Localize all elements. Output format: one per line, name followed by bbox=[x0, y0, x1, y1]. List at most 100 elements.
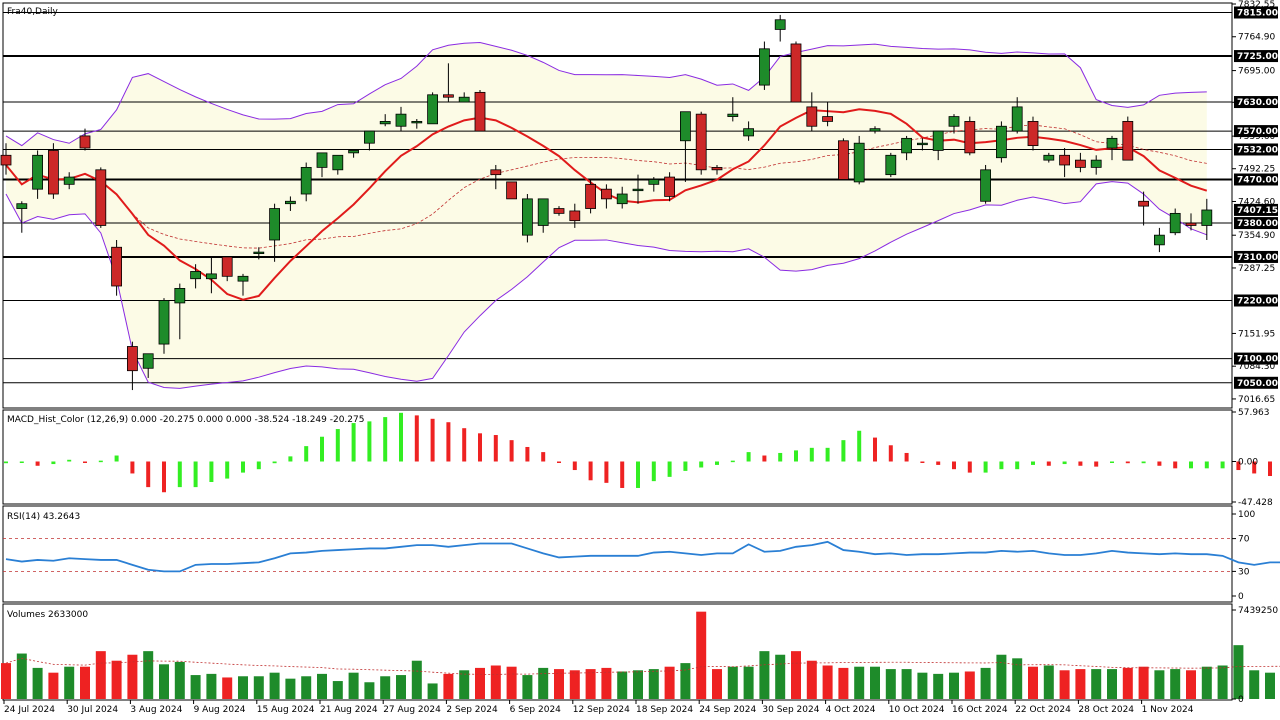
volume-bar bbox=[206, 673, 217, 699]
macd-bar bbox=[241, 461, 245, 473]
macd-bar bbox=[651, 461, 656, 482]
price-tick-label: 7084.30 bbox=[1238, 362, 1275, 372]
macd-bar bbox=[746, 452, 751, 462]
volume-bar bbox=[1265, 672, 1275, 699]
candle-body bbox=[190, 271, 202, 280]
price-tick-label: 7151.95 bbox=[1238, 329, 1275, 339]
volume-bar bbox=[95, 651, 106, 699]
candle bbox=[1043, 152, 1055, 163]
volume-bar bbox=[1138, 666, 1149, 699]
macd-bar bbox=[1125, 461, 1130, 464]
macd-bar bbox=[462, 428, 467, 462]
bollinger-fill bbox=[6, 42, 1207, 389]
macd-bar bbox=[999, 461, 1004, 470]
macd-bar bbox=[1094, 461, 1099, 467]
candle-body bbox=[79, 135, 91, 149]
macd-bar bbox=[509, 440, 514, 462]
volume-bar bbox=[901, 669, 912, 699]
rsi-tick-label: 70 bbox=[1238, 535, 1250, 545]
macd-bar bbox=[162, 461, 166, 493]
candle bbox=[0, 143, 12, 175]
rsi-tick-label: 30 bbox=[1238, 567, 1250, 577]
candle-body bbox=[1027, 121, 1039, 147]
volume-bar bbox=[506, 666, 517, 699]
volume-bar bbox=[1107, 669, 1117, 699]
date-label: 1 Nov 2024 bbox=[1142, 705, 1194, 715]
macd-panel[interactable] bbox=[2, 409, 1233, 505]
volume-bar bbox=[411, 660, 422, 699]
candle-body bbox=[869, 128, 881, 132]
candle bbox=[980, 164, 991, 204]
macd-bar bbox=[177, 461, 182, 488]
macd-bar bbox=[335, 429, 340, 462]
volume-bar bbox=[1122, 667, 1133, 699]
level-label: 7570.00 bbox=[1237, 127, 1278, 137]
macd-bar bbox=[683, 461, 688, 471]
candle bbox=[569, 203, 581, 228]
candle-body bbox=[664, 176, 675, 197]
candle bbox=[1027, 116, 1039, 151]
macd-tick-label: -47.428 bbox=[1238, 498, 1273, 508]
volume-bar bbox=[633, 670, 643, 699]
volume-bar bbox=[475, 667, 485, 699]
volume-bar bbox=[253, 676, 264, 699]
candle-body bbox=[427, 94, 439, 125]
candle bbox=[917, 138, 928, 151]
candle-body bbox=[585, 183, 596, 209]
volume-bar bbox=[32, 667, 43, 699]
level-label: 7815.00 bbox=[1237, 8, 1278, 18]
macd-bar bbox=[1252, 461, 1257, 474]
price-tick-label: 7287.25 bbox=[1238, 264, 1275, 274]
price-tick-label: 7764.90 bbox=[1238, 33, 1275, 43]
candle-body bbox=[63, 176, 75, 185]
volume-bar bbox=[791, 651, 801, 699]
volume-bar bbox=[964, 671, 975, 699]
candle-body bbox=[0, 154, 12, 166]
volume-bar bbox=[822, 665, 833, 699]
volume-bar bbox=[1170, 669, 1181, 699]
volume-bar bbox=[712, 669, 722, 699]
candle bbox=[79, 128, 91, 151]
price-tick-label: 7695.00 bbox=[1238, 67, 1275, 77]
rsi-tick-label: 0 bbox=[1238, 592, 1244, 602]
macd-bar bbox=[1141, 461, 1146, 464]
level-label-bg bbox=[1234, 376, 1278, 389]
candle-body bbox=[853, 142, 865, 183]
candle-body bbox=[95, 169, 107, 226]
volume-bar bbox=[727, 666, 738, 699]
candle-body bbox=[253, 251, 265, 255]
macd-bar bbox=[952, 461, 956, 470]
candle-body bbox=[980, 169, 991, 202]
volume-bar bbox=[1186, 670, 1196, 699]
candle bbox=[142, 353, 154, 378]
macd-bar bbox=[367, 421, 372, 462]
level-label-bg bbox=[1234, 173, 1278, 186]
candle-body bbox=[395, 113, 407, 127]
candle bbox=[585, 179, 596, 214]
price-panel[interactable] bbox=[2, 2, 1233, 409]
volumes-panel[interactable] bbox=[2, 603, 1233, 701]
macd-bar bbox=[304, 446, 309, 462]
candle-body bbox=[1075, 159, 1086, 168]
rsi-panel[interactable] bbox=[2, 505, 1233, 603]
macd-bar bbox=[193, 461, 198, 488]
candle-body bbox=[996, 125, 1007, 159]
date-label: 12 Sep 2024 bbox=[573, 705, 630, 715]
candle-body bbox=[1059, 154, 1070, 166]
volume-bar bbox=[917, 672, 928, 699]
candle-body bbox=[569, 210, 581, 222]
volume-bar bbox=[996, 654, 1007, 699]
candle bbox=[695, 111, 707, 175]
macd-bar bbox=[98, 460, 103, 463]
candle bbox=[537, 198, 549, 233]
candle bbox=[1138, 191, 1149, 226]
volume-bar bbox=[1201, 666, 1212, 699]
date-label: 15 Aug 2024 bbox=[257, 705, 315, 715]
volume-bar bbox=[317, 673, 327, 699]
macd-bar bbox=[288, 456, 293, 462]
volume-bar bbox=[16, 653, 27, 699]
volume-bar bbox=[127, 654, 138, 699]
macd-bar bbox=[699, 461, 704, 468]
volume-bar bbox=[348, 672, 359, 699]
